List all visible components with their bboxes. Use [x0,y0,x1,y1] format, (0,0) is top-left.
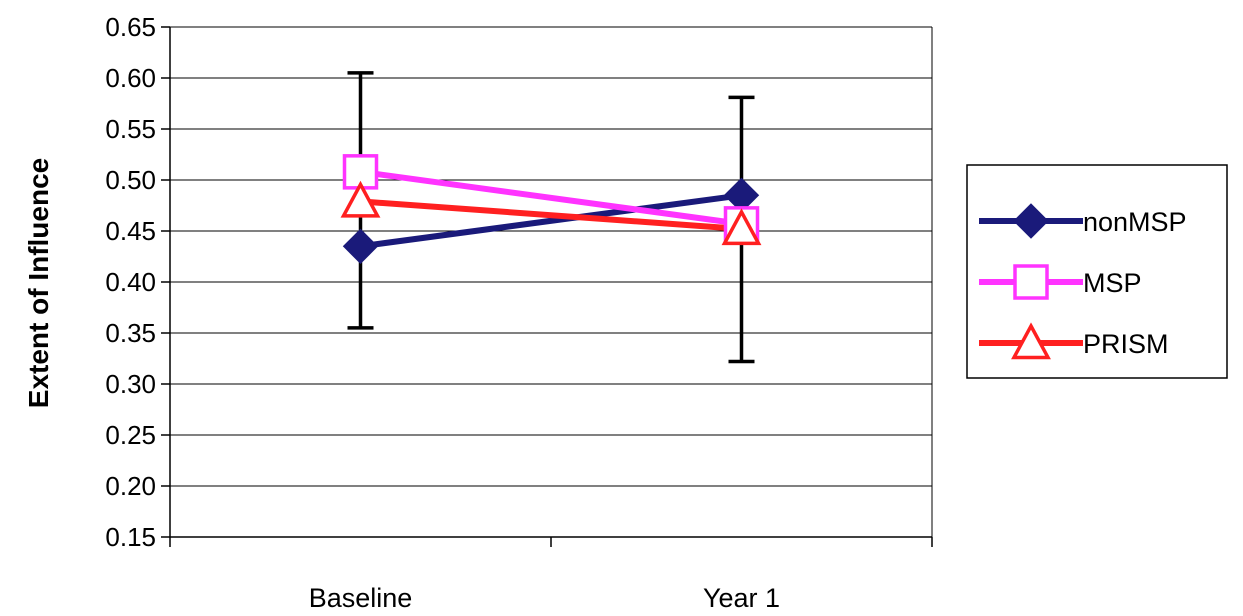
marker-PRISM [721,208,762,246]
series-line-nonMSP [360,192,742,250]
y-tick-labels: 0.15 0.20 0.25 0.30 0.35 0.40 0.45 0.50 0.55 0.60… [105,12,156,552]
marker-PRISM [340,180,381,218]
legend-marker-nonMSP [1013,203,1049,239]
y-tick-label: 0.30 [105,369,156,399]
axes [161,26,933,547]
legend-item-PRISM: PRISM [979,322,1169,360]
y-tick-label: 0.25 [105,420,156,450]
x-category-labels: Baseline Year 1 [309,583,780,613]
legend-item-MSP: MSP [979,264,1142,300]
y-tick-label: 0.20 [105,471,156,501]
y-tick-label: 0.60 [105,63,156,93]
series-line-MSP [360,168,742,227]
y-tick-label: 0.65 [105,12,156,42]
marker-nonMSP [342,228,379,265]
y-tick-label: 0.15 [105,522,156,552]
legend-label: nonMSP [1083,207,1187,237]
x-category-label: Year 1 [703,583,780,613]
x-category-label: Baseline [309,583,413,613]
y-tick-label: 0.55 [105,114,156,144]
y-tick-label: 0.50 [105,165,156,195]
legend: nonMSP MSP PRISM [966,164,1228,379]
legend-label: PRISM [1083,329,1169,359]
legend-marker-MSP [1013,264,1049,300]
y-tick-label: 0.40 [105,267,156,297]
grid-lines [170,26,932,487]
legend-label: MSP [1083,268,1142,298]
series-line-PRISM [360,198,742,232]
legend-item-nonMSP: nonMSP [979,203,1187,239]
series-lines [360,168,742,250]
y-axis-title: Extent of Influence [23,158,54,408]
series-markers [340,154,762,265]
legend-marker-PRISM [1011,322,1051,360]
y-tick-label: 0.45 [105,216,156,246]
y-tick-label: 0.35 [105,318,156,348]
